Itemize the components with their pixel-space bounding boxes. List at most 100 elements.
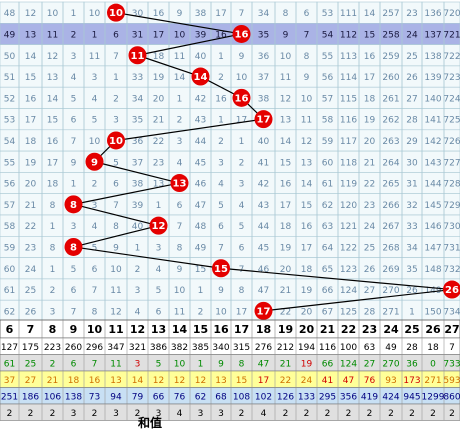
stat-value: 3 — [71, 409, 77, 419]
grid-cell-value: 5 — [156, 286, 162, 296]
stat-value: 16 — [89, 376, 101, 386]
grid-cell-value: 36 — [132, 137, 144, 147]
sum-ball-label: 8 — [70, 242, 77, 253]
grid-cell-value: 24 — [25, 265, 37, 275]
grid-cell-value: 51 — [4, 73, 15, 83]
grid-cell-value: 6 — [218, 222, 224, 232]
stat-value: 28 — [406, 343, 418, 353]
stat-value: 321 — [129, 343, 146, 353]
sum-ball — [212, 259, 230, 278]
stat-value: 251 — [1, 392, 18, 402]
grid-cell-value: 4 — [92, 94, 98, 104]
header-number: 19 — [278, 323, 293, 336]
grid-cell-value: 730 — [443, 222, 460, 232]
grid-cell-value: 5 — [71, 265, 77, 275]
stat-value: 295 — [319, 392, 336, 402]
grid-cell-value: 40 — [195, 52, 207, 62]
grid-row-bg — [0, 300, 460, 322]
grid-cell-value: 8 — [177, 243, 183, 253]
stat-value: 2 — [409, 409, 415, 419]
grid-cell-value: 44 — [195, 137, 207, 147]
grid-cell-value: 48 — [4, 9, 16, 19]
grid-cell-value: 269 — [382, 265, 399, 275]
stat-value: 2 — [430, 409, 436, 419]
stat-value: 7 — [92, 359, 98, 369]
header-number: 17 — [234, 323, 249, 336]
grid-cell-value: 8 — [239, 286, 245, 296]
grid-cell-value: 9 — [113, 243, 119, 253]
grid-cell-value: 67 — [322, 307, 333, 317]
grid-cell-value: 42 — [258, 180, 269, 190]
grid-cell-value: 146 — [424, 222, 441, 232]
grid-cell-value: 39 — [132, 201, 144, 211]
grid-cell-value: 17 — [47, 158, 58, 168]
stat-value: 126 — [277, 392, 294, 402]
grid-cell-value: 22 — [280, 307, 291, 317]
grid-cell-value: 31 — [406, 180, 417, 190]
grid-cell-value: 54 — [322, 30, 334, 40]
grid-cell-value: 11 — [174, 52, 185, 62]
sum-ball-label: 14 — [194, 72, 208, 83]
grid-cell-value: 114 — [340, 73, 357, 83]
grid-cell-value: 2 — [92, 180, 98, 190]
grid-cell-value: 11 — [280, 73, 291, 83]
grid-cell-value: 120 — [340, 201, 357, 211]
grid-cell-value: 53 — [4, 116, 15, 126]
grid-cell-value: 34 — [258, 9, 270, 19]
grid-cell-value: 271 — [382, 307, 399, 317]
grid-cell-value: 3 — [177, 137, 183, 147]
grid-cell-value: 123 — [340, 265, 357, 275]
grid-cell-value: 59 — [4, 243, 16, 253]
grid-cell-value: 61 — [4, 286, 15, 296]
grid-cell-value: 9 — [239, 52, 245, 62]
grid-cell-value: 16 — [364, 52, 376, 62]
grid-cell-value: 125 — [340, 307, 357, 317]
grid-cell-value: 5 — [239, 222, 245, 232]
grid-cell-value: 8 — [50, 201, 56, 211]
grid-cells: 4812101105301693817734865311114257231367… — [0, 1, 460, 322]
grid-cell-value: 25 — [406, 52, 417, 62]
grid-cell-value: 26 — [25, 307, 37, 317]
grid-cell-value: 7 — [71, 307, 77, 317]
stat-value: 79 — [132, 392, 144, 402]
grid-cell-value: 56 — [322, 73, 334, 83]
grid-cell-value: 10 — [47, 9, 59, 19]
grid-cell-value: 8 — [92, 307, 98, 317]
header-number: 14 — [172, 323, 188, 336]
grid-cell-value: 57 — [322, 94, 333, 104]
grid-cell-value: 12 — [280, 94, 291, 104]
grid-cell-value: 33 — [406, 222, 417, 232]
grid-cell-value: 111 — [340, 9, 357, 19]
grid-cell-value: 14 — [280, 137, 292, 147]
grid-cell-value: 1 — [218, 52, 224, 62]
grid-cell-value: 1 — [92, 30, 98, 40]
header-number: 11 — [108, 323, 123, 336]
stat-value: 14 — [132, 376, 144, 386]
stat-value: 12 — [174, 376, 185, 386]
stat-value: 93 — [385, 376, 396, 386]
stat-value: 356 — [340, 392, 357, 402]
grid-cell-value: 21 — [280, 286, 291, 296]
sum-ball — [170, 174, 189, 193]
trend-segment — [263, 288, 453, 312]
grid-cell-value: 19 — [153, 73, 165, 83]
grid-cell-value: 5 — [71, 94, 77, 104]
grid-cell-value: 17 — [25, 116, 36, 126]
grid-cell-value: 16 — [215, 94, 227, 104]
grid-cell-value: 13 — [301, 158, 312, 168]
sum-ball-label: 17 — [257, 115, 271, 126]
grid-cell-value: 13 — [25, 30, 36, 40]
stat-value: 10 — [174, 359, 186, 369]
grid-cell-value: 260 — [382, 73, 399, 83]
header-number: 13 — [151, 323, 166, 336]
grid-cell-value: 7 — [71, 137, 77, 147]
sum-ball-label: 10 — [109, 136, 123, 147]
stat-value: 61 — [4, 359, 15, 369]
grid-cell-value: 65 — [322, 265, 333, 275]
stat-value: 3 — [218, 409, 224, 419]
grid-cell-value: 5 — [92, 116, 98, 126]
header-number: 10 — [87, 323, 103, 336]
stat-value: 2 — [325, 409, 331, 419]
grid-cell-value: 11 — [110, 286, 121, 296]
sum-ball — [232, 24, 251, 43]
